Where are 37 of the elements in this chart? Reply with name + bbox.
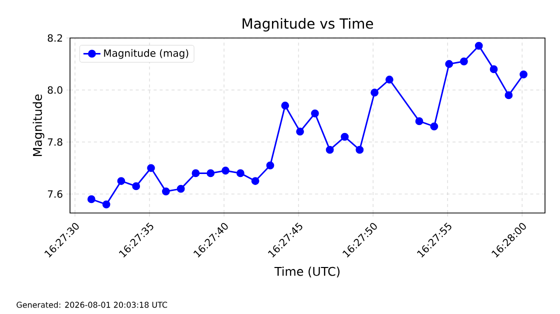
point — [176, 184, 185, 193]
point — [102, 200, 110, 208]
point — [192, 169, 200, 178]
point — [445, 60, 454, 68]
point — [460, 57, 468, 66]
point — [370, 88, 379, 97]
y-tick-label: 7.8 — [48, 138, 62, 146]
point — [117, 177, 126, 185]
chart-title: Magnitude vs Time — [242, 18, 374, 32]
point — [87, 195, 96, 204]
point — [236, 169, 244, 178]
point — [311, 109, 319, 118]
point — [474, 42, 483, 50]
point — [504, 91, 513, 100]
point — [266, 161, 274, 170]
point — [222, 166, 230, 175]
point — [162, 187, 170, 196]
y-tick-label: 7.6 — [48, 190, 62, 198]
point — [281, 102, 290, 110]
point — [356, 146, 364, 154]
y-axis-title: Magnitude — [32, 94, 44, 156]
point — [251, 177, 260, 185]
point — [430, 122, 438, 130]
point — [296, 128, 304, 136]
point — [132, 182, 140, 190]
point — [520, 70, 528, 78]
legend-label: Magnitude (mag) — [104, 49, 188, 59]
point — [206, 169, 215, 178]
point — [385, 76, 394, 84]
point — [415, 117, 424, 126]
x-axis-title: Time (UTC) — [274, 266, 340, 278]
point — [147, 164, 155, 172]
point — [326, 146, 334, 154]
point — [490, 65, 498, 74]
y-tick-label: 8.2 — [48, 34, 62, 42]
y-tick-label: 8.0 — [48, 86, 62, 94]
point — [340, 132, 349, 141]
